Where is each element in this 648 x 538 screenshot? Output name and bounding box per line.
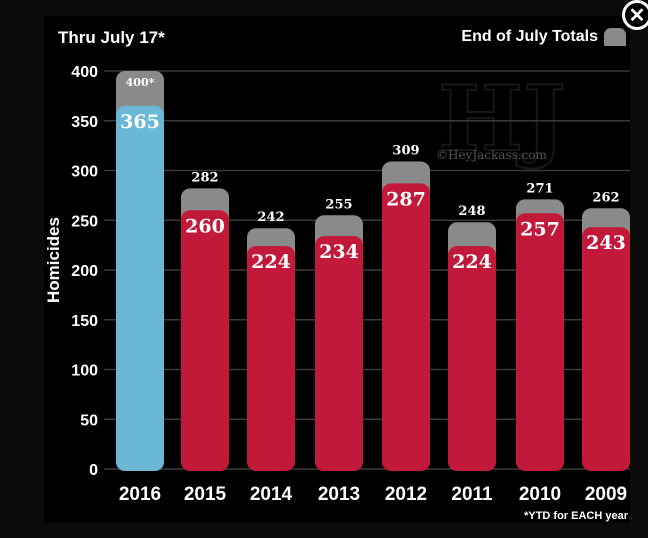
- watermark-logo: HJ: [437, 65, 608, 173]
- y-tick-label: 50: [80, 412, 98, 429]
- x-tick-label: 2012: [385, 484, 427, 505]
- total-value-label: 262: [592, 190, 619, 205]
- bar-ytd: [448, 246, 496, 471]
- total-value-label: 282: [191, 170, 218, 185]
- bar-ytd: [247, 246, 295, 471]
- x-tick-label: 2011: [451, 484, 493, 505]
- ytd-value-label: 260: [185, 215, 225, 237]
- ytd-value-label: 287: [386, 188, 426, 210]
- bar-ytd: [516, 213, 564, 471]
- legend: End of July Totals: [461, 28, 626, 46]
- bar-ytd: [582, 227, 630, 471]
- bar-ytd: [116, 105, 164, 471]
- chart-title: Thru July 17*: [58, 28, 165, 47]
- total-value-label: 248: [458, 204, 485, 219]
- footnote: *YTD for EACH year: [524, 510, 628, 522]
- total-value-label: 400*: [126, 76, 155, 89]
- y-tick-label: 100: [71, 363, 98, 380]
- y-tick-label: 0: [89, 462, 98, 479]
- ytd-value-label: 234: [319, 241, 359, 263]
- x-tick-label: 2013: [318, 484, 360, 505]
- total-value-label: 255: [325, 197, 352, 212]
- y-tick-label: 200: [71, 263, 98, 280]
- y-axis-label: Homicides: [44, 217, 63, 303]
- svg-text:HJ: HJ: [438, 70, 566, 170]
- total-value-label: 309: [392, 144, 419, 159]
- ytd-value-label: 224: [452, 251, 492, 273]
- close-icon[interactable]: ✕: [622, 0, 648, 30]
- x-tick-label: 2010: [519, 484, 561, 505]
- total-value-label: 242: [257, 210, 284, 225]
- ytd-value-label: 243: [586, 232, 626, 254]
- ytd-value-label: 257: [520, 218, 560, 240]
- y-tick-label: 250: [71, 213, 98, 230]
- y-tick-label: 350: [71, 114, 98, 131]
- x-tick-label: 2015: [184, 484, 227, 505]
- ytd-value-label: 224: [251, 251, 291, 273]
- total-value-label: 271: [526, 181, 553, 196]
- legend-swatch: [604, 28, 626, 46]
- x-tick-label: 2016: [119, 484, 161, 505]
- ytd-value-label: 365: [120, 111, 160, 133]
- y-tick-label: 300: [71, 164, 98, 181]
- x-tick-label: 2009: [585, 484, 627, 505]
- legend-label: End of July Totals: [461, 28, 598, 45]
- bar-ytd: [382, 183, 430, 471]
- x-tick-label: 2014: [250, 484, 293, 505]
- watermark-text: ©HeyJackass.com: [436, 148, 547, 162]
- y-tick-label: 150: [71, 313, 98, 330]
- bar-ytd: [315, 236, 363, 471]
- y-tick-label: 400: [71, 64, 98, 81]
- bar-ytd: [181, 210, 229, 472]
